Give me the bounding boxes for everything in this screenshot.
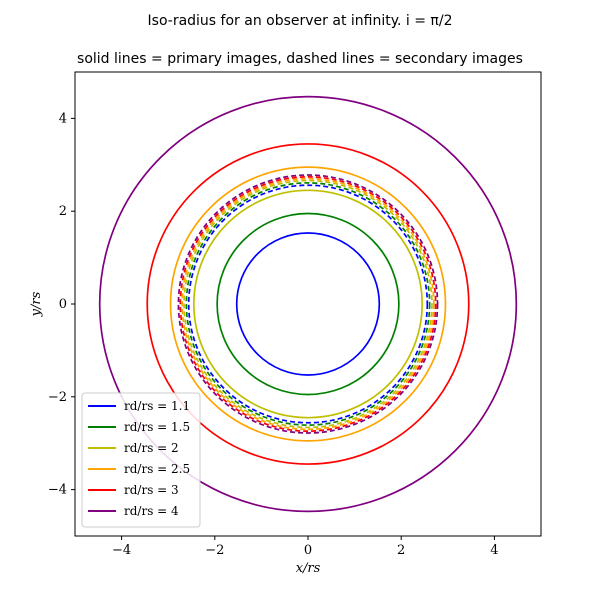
secondary-curve-3 xyxy=(181,177,435,431)
secondary-curve-4 xyxy=(179,176,437,432)
legend-label-5: rd/rs = 4 xyxy=(124,504,179,518)
legend-label-2: rd/rs = 2 xyxy=(124,441,179,455)
primary-curve-0 xyxy=(235,232,381,376)
y-tick-label: −4 xyxy=(48,483,67,498)
secondary-curve-1 xyxy=(185,182,431,426)
legend-label-0: rd/rs = 1.1 xyxy=(124,399,190,413)
chart-subtitle: solid lines = primary images, dashed lin… xyxy=(77,51,523,67)
secondary-curve-5 xyxy=(177,174,439,434)
primary-curve-5 xyxy=(98,95,518,513)
primary-curve-4 xyxy=(146,143,470,465)
ticks-layer: −4 −2 0 2 4 −4 −2 0 2 4 xyxy=(48,111,499,558)
x-tick-label: 4 xyxy=(490,543,498,558)
x-axis-label: x/rs xyxy=(296,561,321,576)
chart-title: Iso-radius for an observer at infinity. … xyxy=(148,13,453,29)
x-tick-label: −2 xyxy=(205,543,224,558)
x-tick-label: 0 xyxy=(304,543,312,558)
x-tick-label: 2 xyxy=(397,543,405,558)
primary-curve-3 xyxy=(169,166,447,442)
primary-curve-1 xyxy=(216,212,400,396)
legend-label-3: rd/rs = 2.5 xyxy=(124,462,190,476)
x-tick-label: −4 xyxy=(112,543,131,558)
secondary-curve-2 xyxy=(183,179,433,429)
y-tick-label: 4 xyxy=(59,111,67,126)
y-tick-label: −2 xyxy=(48,390,67,405)
primary-curve-2 xyxy=(192,189,424,419)
curves-layer xyxy=(98,95,518,513)
legend-label-4: rd/rs = 3 xyxy=(124,483,179,497)
y-tick-label: 0 xyxy=(59,297,67,312)
legend: rd/rs = 1.1 rd/rs = 1.5 rd/rs = 2 rd/rs = 2… xyxy=(81,392,201,528)
y-tick-label: 2 xyxy=(59,204,67,219)
legend-label-1: rd/rs = 1.5 xyxy=(124,420,190,434)
secondary-curve-0 xyxy=(187,184,429,424)
y-axis-label: y/rs xyxy=(29,291,44,317)
